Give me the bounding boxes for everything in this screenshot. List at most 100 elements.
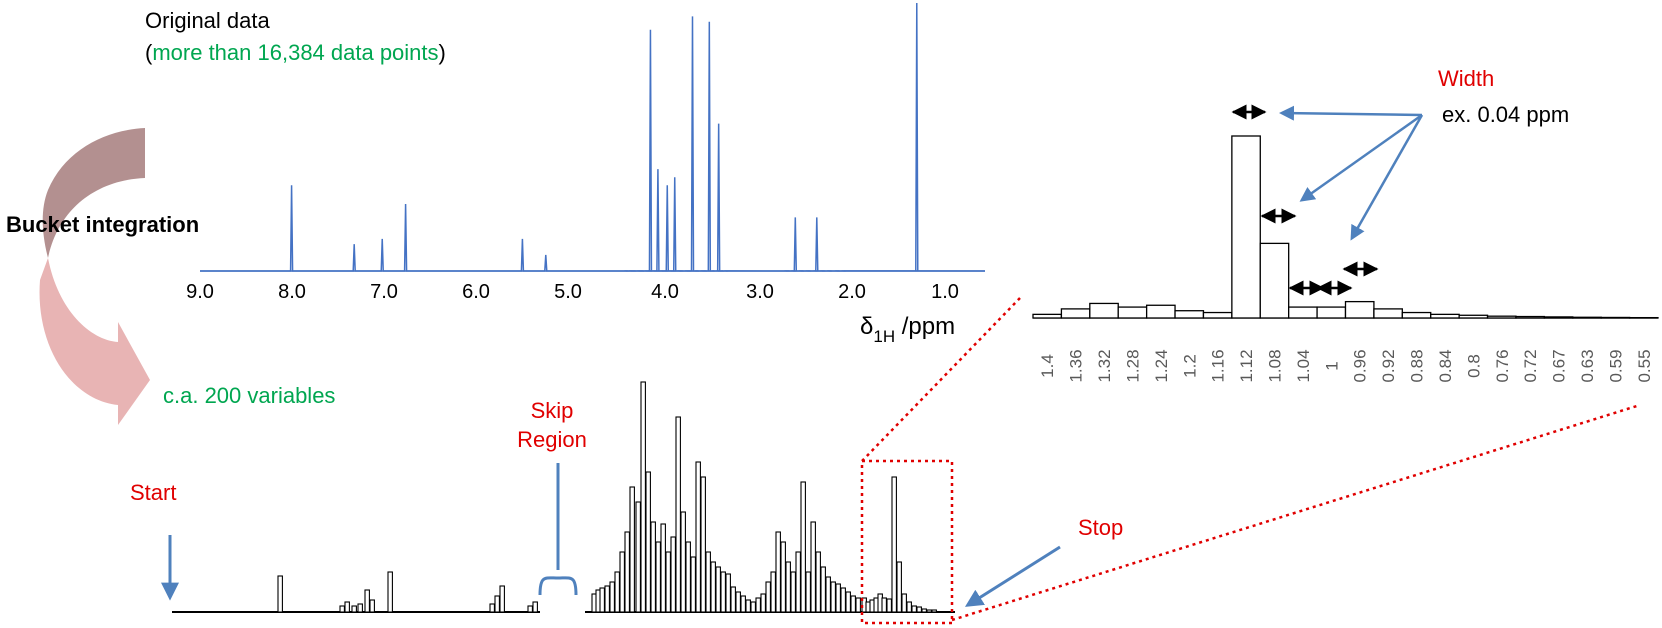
zoom-bar xyxy=(1543,316,1574,319)
bucket-bar xyxy=(901,593,907,613)
svg-text:(more than 16,384 data points): (more than 16,384 data points) xyxy=(145,40,446,65)
bucket-bar xyxy=(810,521,816,613)
zoom-bar xyxy=(1117,306,1148,319)
open-paren: ( xyxy=(145,40,153,65)
zoom-tick-label: 1.28 xyxy=(1123,349,1142,382)
zoom-tick-label: 0.59 xyxy=(1606,349,1625,382)
bucket-bar xyxy=(800,481,806,613)
spectrum-tick-label: 5.0 xyxy=(554,281,582,303)
zoom-tick-label: 0.8 xyxy=(1464,354,1483,378)
bucket-bar xyxy=(695,461,701,613)
spectrum-x-axis: 9.0 8.0 7.0 6.0 5.0 4.0 3.0 2.0 1.0 xyxy=(186,281,959,303)
bucket-bar xyxy=(489,603,495,613)
bucket-bar xyxy=(740,595,746,613)
zoom-bar xyxy=(1231,135,1261,319)
bucket-bar xyxy=(765,581,771,613)
bucket-bar xyxy=(926,609,932,613)
bucket-bar xyxy=(755,597,761,613)
bucket-bar xyxy=(911,605,917,613)
bucket-bar xyxy=(645,471,651,613)
bucket-bar xyxy=(624,531,630,613)
skip-label-line2: Region xyxy=(517,427,587,452)
zoom-bar xyxy=(1600,316,1631,319)
bucket-bar xyxy=(720,571,726,613)
bucket-bar xyxy=(715,566,721,613)
bucket-bar xyxy=(609,581,615,613)
bucket-bar xyxy=(855,597,861,613)
bucket-bar xyxy=(277,575,283,613)
bucket-bar xyxy=(891,476,897,613)
bucket-bar xyxy=(705,551,711,613)
zoom-bar xyxy=(1572,316,1602,319)
bucket-bar xyxy=(805,571,811,613)
bucket-bar xyxy=(494,595,500,613)
bucket-bar xyxy=(785,561,791,613)
data-points-label: more than 16,384 data points xyxy=(152,40,438,65)
zoom-bar xyxy=(1401,311,1432,319)
spectrum-tick-label: 4.0 xyxy=(651,281,679,303)
spectrum-tick-label: 7.0 xyxy=(370,281,398,303)
width-label: Width xyxy=(1438,66,1494,91)
bucket-bar xyxy=(745,599,751,613)
bucket-bar xyxy=(599,587,605,613)
bucket-bar xyxy=(750,601,756,613)
stop-label: Stop xyxy=(1078,515,1123,540)
bucket-bar xyxy=(850,595,856,613)
zoom-bar xyxy=(1089,302,1119,319)
zoom-tick-label: 1.4 xyxy=(1038,354,1057,378)
original-data-title: Original data xyxy=(145,8,271,33)
bucket-bar xyxy=(344,601,350,613)
spectrum-tick-label: 3.0 xyxy=(746,281,774,303)
bucket-bar xyxy=(820,566,826,613)
variables-label: c.a. 200 variables xyxy=(163,383,335,408)
bucket-bar xyxy=(735,591,741,613)
bucket-bar xyxy=(896,561,902,613)
zoom-line-top xyxy=(861,297,1021,462)
zoom-bar xyxy=(1486,315,1517,319)
zoom-bar xyxy=(1060,308,1091,319)
spectrum-tick-label: 6.0 xyxy=(462,281,490,303)
bucket-bar xyxy=(532,601,538,613)
zoom-bar xyxy=(1288,306,1318,319)
bucket-bar xyxy=(604,585,610,613)
bucket-bar xyxy=(614,571,620,613)
bucket-bar xyxy=(499,585,505,613)
bucket-bar xyxy=(775,531,781,613)
spectrum-tick-label: 9.0 xyxy=(186,281,214,303)
spectrum-axis-label: δ1H /ppm xyxy=(860,313,955,346)
spectrum-trace xyxy=(200,2,986,272)
bucket-bar xyxy=(700,476,706,613)
bucket-bar xyxy=(369,599,375,613)
bucket-bar xyxy=(387,571,393,613)
bucket-bar xyxy=(710,561,716,613)
zoom-bar xyxy=(1032,313,1063,319)
bucket-bar xyxy=(931,609,937,613)
width-example-label: ex. 0.04 ppm xyxy=(1442,102,1569,127)
bucket-bar xyxy=(357,603,363,613)
bucket-bar xyxy=(730,586,736,613)
width-callout-arrows xyxy=(1279,105,1424,241)
zoom-tick-label: 0.63 xyxy=(1578,349,1597,382)
zoom-tick-label: 0.92 xyxy=(1379,349,1398,382)
zoom-tick-label: 1.12 xyxy=(1237,349,1256,382)
zoom-bar xyxy=(1174,310,1205,319)
close-paren: ) xyxy=(439,40,446,65)
bucket-bar xyxy=(725,573,731,613)
bucket-bar xyxy=(825,576,831,613)
bucket-bar xyxy=(527,605,533,613)
zoomed-bucket-chart: 1.4 1.36 1.32 1.28 1.24 1.2 1.16 1.12 1.08 1.04 1 0… xyxy=(1032,135,1659,383)
zoom-line-bottom xyxy=(951,403,1641,622)
bucket-bar xyxy=(690,556,696,613)
bucket-bar xyxy=(685,541,691,613)
zoom-tick-label: 1.08 xyxy=(1265,349,1284,382)
start-label: Start xyxy=(130,480,176,505)
skip-region-bracket xyxy=(538,463,578,596)
bucket-bar xyxy=(886,598,892,613)
bucket-bar xyxy=(650,521,656,613)
zoom-tick-label: 1.16 xyxy=(1209,349,1228,382)
bucket-bar xyxy=(830,581,836,613)
zoom-tick-label: 0.84 xyxy=(1436,349,1455,382)
zoom-tick-label: 1.2 xyxy=(1180,354,1199,378)
zoom-bar xyxy=(1430,313,1460,319)
